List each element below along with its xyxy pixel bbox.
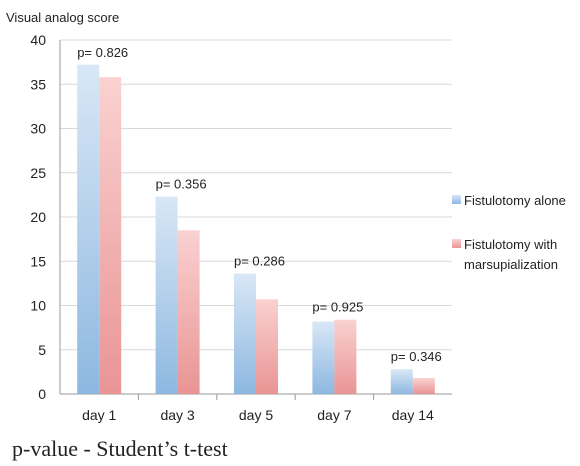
- y-tick-label: 30: [30, 121, 46, 137]
- p-value-label: p= 0.346: [391, 349, 442, 364]
- legend-label: Fistulotomy with: [464, 237, 557, 252]
- bar-fistulotomy-alone-day-7: [312, 321, 335, 394]
- p-value-label: p= 0.286: [234, 254, 285, 269]
- bar-fistulotomy-with-marsupialization-day-1: [99, 77, 122, 395]
- y-tick-label: 35: [30, 76, 46, 92]
- x-tick-label: day 3: [160, 407, 194, 423]
- bar-series: [77, 64, 435, 395]
- bar-fistulotomy-with-marsupialization-day-14: [412, 378, 435, 394]
- bar-chart: Visual analog score 0 5 10 15 20 25 30 35 40 p= …: [6, 10, 566, 423]
- bar-fistulotomy-alone-day-1: [77, 64, 100, 394]
- x-tick-label: day 7: [317, 407, 351, 423]
- y-axis-title: Visual analog score: [6, 10, 119, 25]
- x-tick-label: day 1: [82, 407, 116, 423]
- x-tick-label: day 5: [239, 407, 273, 423]
- gridlines: [59, 39, 452, 400]
- bar-fistulotomy-with-marsupialization-day-5: [256, 299, 278, 394]
- legend-label: Fistulotomy alone: [464, 193, 566, 208]
- x-tick-label: day 14: [392, 407, 434, 423]
- legend-label: marsupialization: [464, 257, 558, 272]
- x-axis-ticks: day 1 day 3 day 5 day 7 day 14: [82, 407, 434, 423]
- bar-fistulotomy-alone-day-3: [155, 196, 178, 394]
- bar-fistulotomy-alone-day-14: [390, 369, 413, 394]
- y-tick-label: 20: [30, 209, 46, 225]
- y-tick-label: 40: [30, 32, 46, 48]
- y-tick-label: 10: [30, 298, 46, 314]
- y-tick-label: 25: [30, 165, 46, 181]
- legend: Fistulotomy alone Fistulotomy with marsupi…: [452, 193, 566, 272]
- footnote: p-value - Student’s t-test: [12, 436, 228, 461]
- p-value-label: p= 0.356: [156, 177, 207, 192]
- p-value-annotations: p= 0.826 p= 0.356 p= 0.286 p= 0.925 p= 0.346: [77, 45, 442, 364]
- p-value-label: p= 0.925: [312, 300, 363, 315]
- y-axis-ticks: 0 5 10 15 20 25 30 35 40: [30, 32, 46, 402]
- bar-fistulotomy-with-marsupialization-day-3: [177, 230, 200, 394]
- bar-fistulotomy-alone-day-5: [234, 273, 256, 394]
- y-tick-label: 5: [38, 342, 46, 358]
- legend-swatch: [452, 239, 461, 248]
- y-tick-label: 15: [30, 253, 46, 269]
- y-tick-label: 0: [38, 386, 46, 402]
- legend-swatch: [452, 195, 461, 204]
- bar-fistulotomy-with-marsupialization-day-7: [334, 319, 357, 394]
- p-value-label: p= 0.826: [77, 45, 128, 60]
